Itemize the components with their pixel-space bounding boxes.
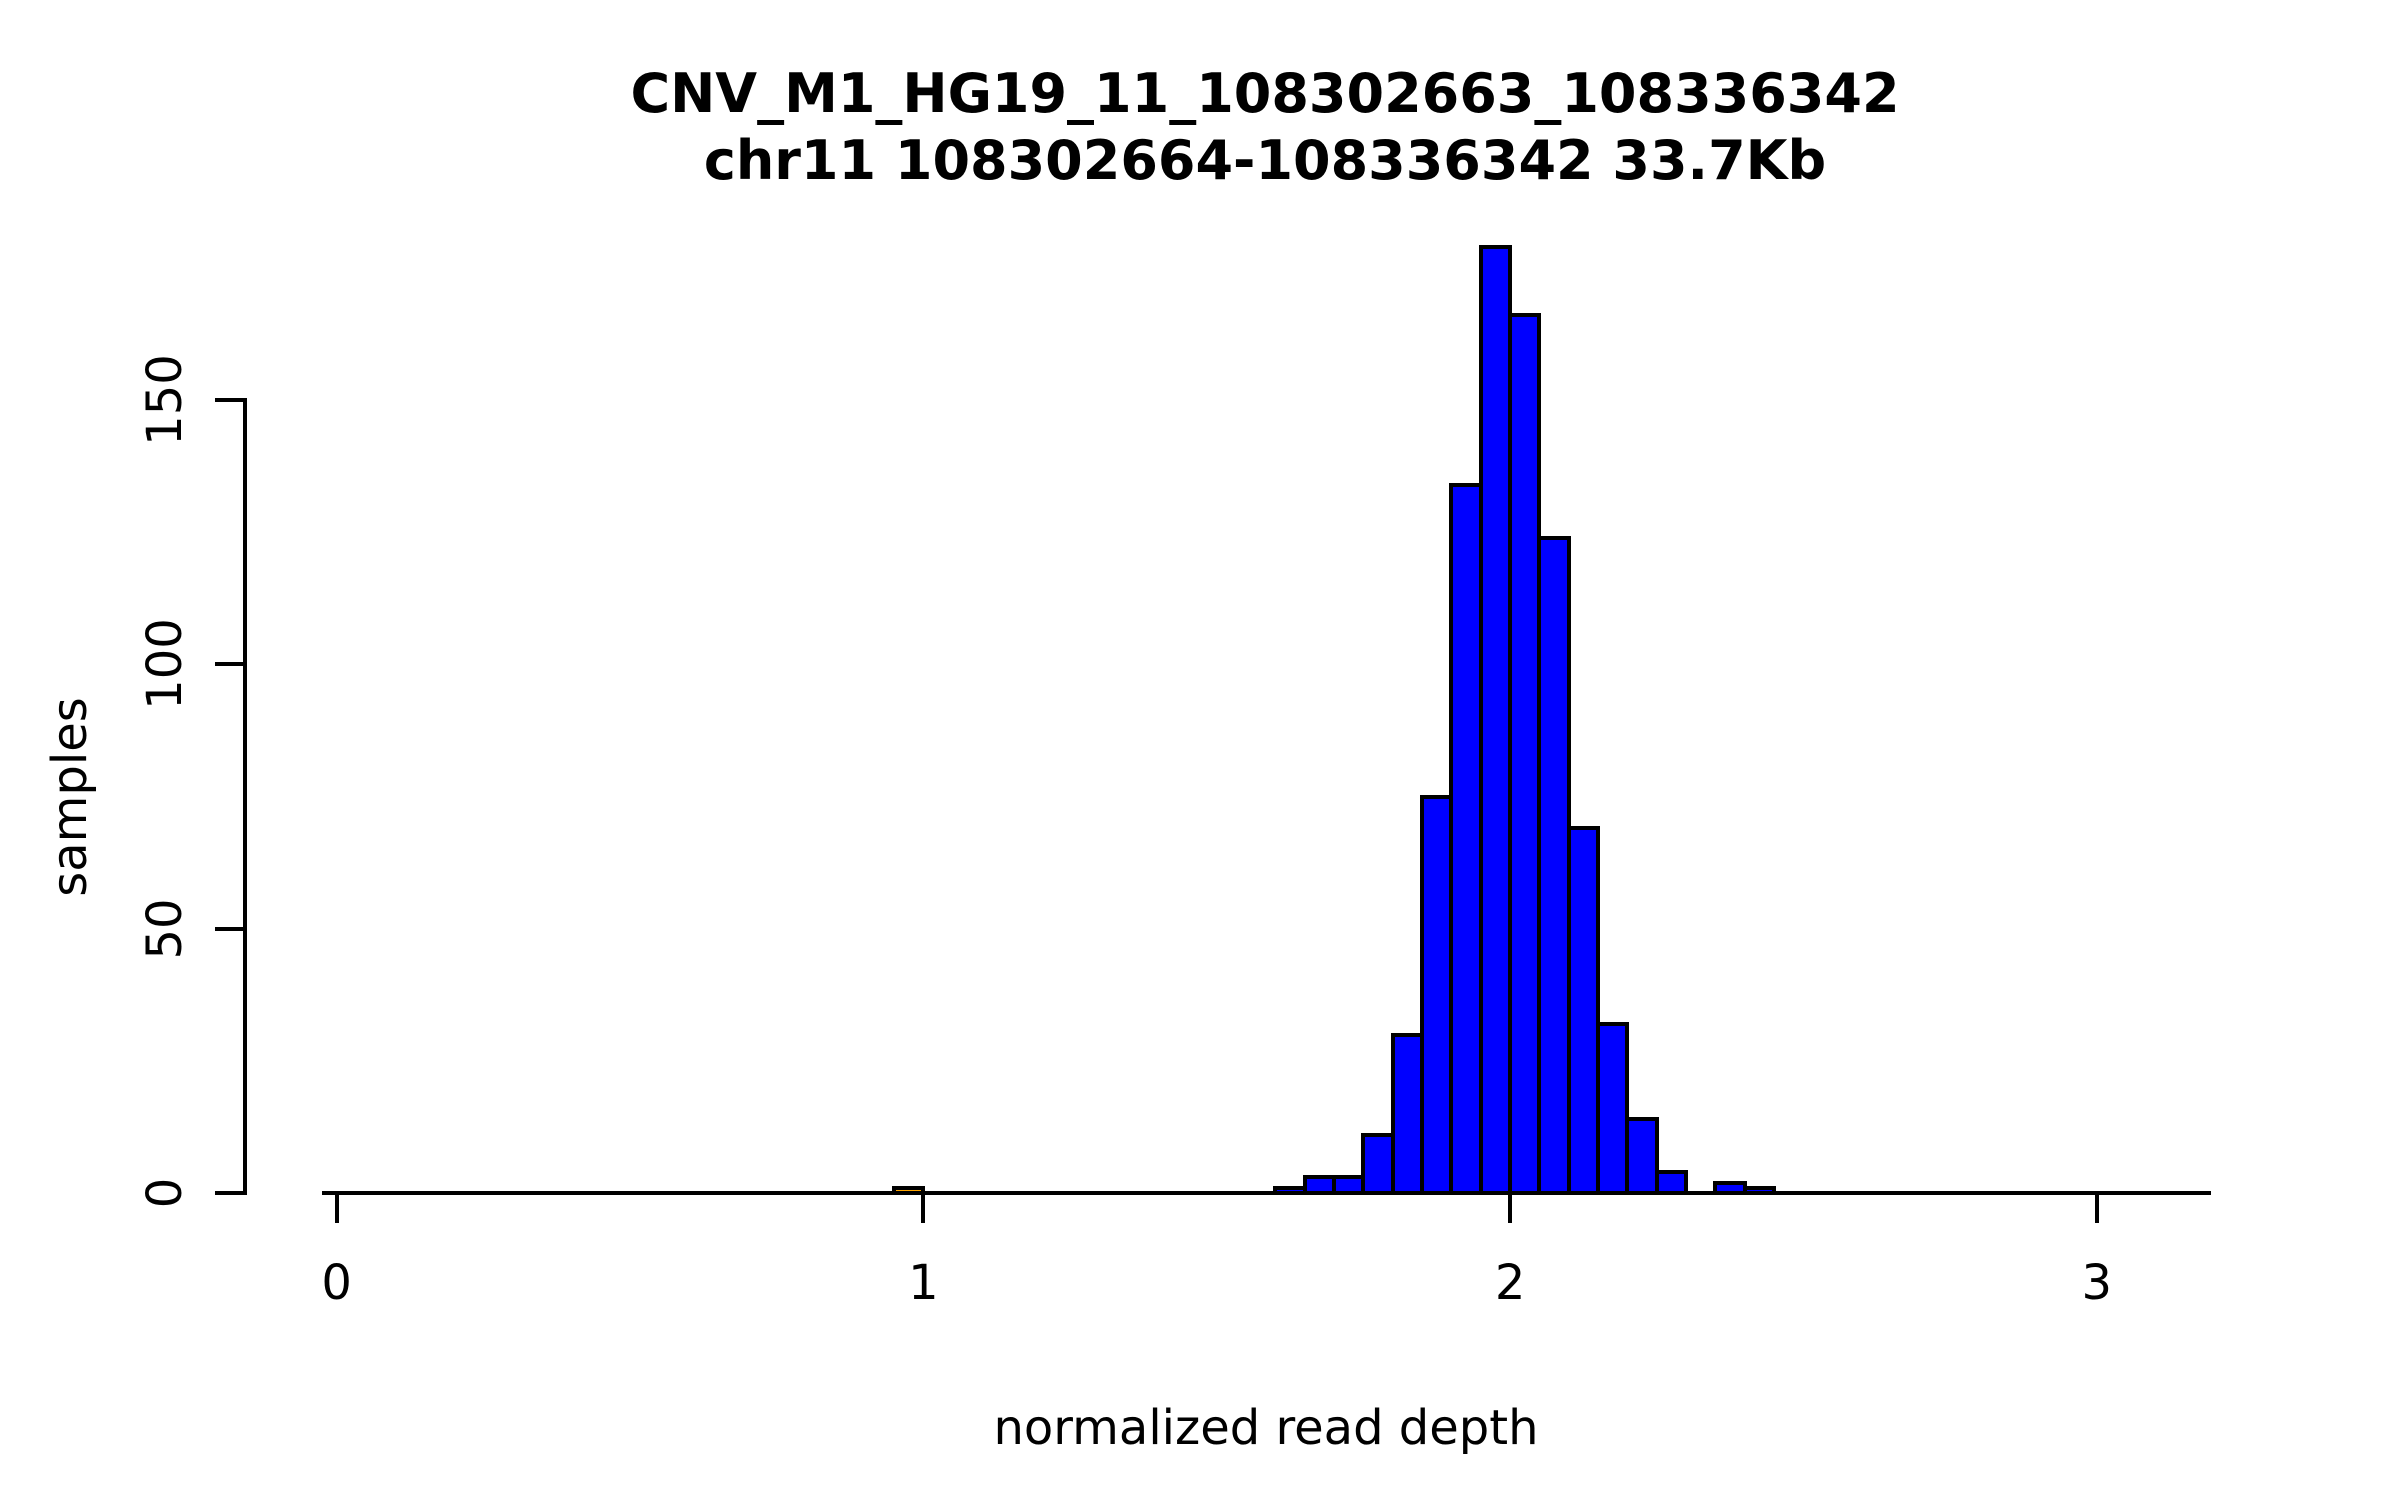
chart-subtitle: chr11 108302664-108336342 33.7Kb: [703, 129, 1827, 192]
histogram-bar: [1449, 482, 1483, 1196]
x-tick-label: 0: [321, 1255, 352, 1312]
histogram-bar: [1508, 313, 1542, 1196]
x-tick: [2094, 1193, 2099, 1224]
histogram-bar: [1713, 1180, 1747, 1196]
y-tick: [215, 662, 245, 667]
histogram-bar: [1537, 535, 1571, 1196]
y-tick-label: 150: [137, 354, 193, 446]
y-tick: [215, 397, 245, 402]
histogram-bar: [1302, 1175, 1337, 1196]
chart-title: CNV_M1_HG19_11_108302663_108336342: [630, 62, 1900, 125]
y-tick-label: 50: [137, 898, 193, 960]
histogram-bar: [1390, 1032, 1425, 1196]
histogram-bar: [1420, 794, 1454, 1196]
y-tick: [215, 1191, 245, 1196]
histogram-bar: [1478, 244, 1513, 1196]
x-tick-label: 1: [908, 1255, 939, 1312]
y-tick-label: 100: [137, 618, 193, 711]
x-tick-label: 2: [1494, 1255, 1526, 1312]
x-tick: [1508, 1193, 1513, 1224]
x-axis-label: normalized read depth: [993, 1400, 1539, 1456]
histogram-bar: [1332, 1175, 1366, 1196]
histogram-bar: [1361, 1133, 1395, 1196]
x-tick: [334, 1193, 339, 1224]
histogram-bar: [1654, 1170, 1689, 1196]
x-axis-line: [322, 1191, 2211, 1196]
histogram-bar: [1742, 1186, 1777, 1196]
histogram-bar: [1625, 1117, 1659, 1196]
y-tick: [215, 926, 245, 931]
y-tick-label: 0: [137, 1178, 193, 1209]
y-axis-line: [243, 397, 247, 1196]
y-axis-label: samples: [42, 697, 98, 897]
histogram-bar: [1273, 1186, 1307, 1196]
x-tick: [921, 1193, 926, 1224]
x-tick-label: 3: [2081, 1255, 2113, 1312]
chart-title-block: CNV_M1_HG19_11_108302663_108336342 chr11…: [630, 60, 1899, 194]
histogram-bar: [1566, 826, 1601, 1196]
histogram-bar: [1596, 1022, 1630, 1196]
histogram-bar: [892, 1186, 926, 1196]
